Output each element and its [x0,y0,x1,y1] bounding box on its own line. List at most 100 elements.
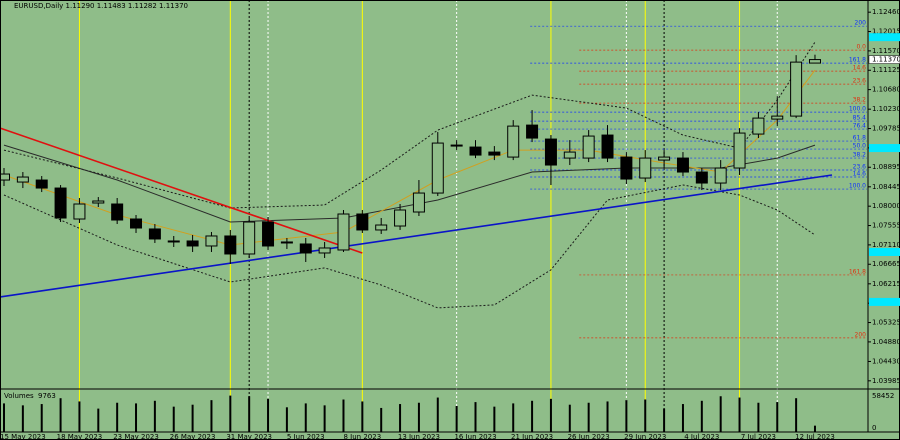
y-tick-label: 1.10680 [872,86,900,94]
x-tick-label: 23 May 2023 [113,433,159,440]
candle-body [771,115,784,120]
candle-body [205,235,218,247]
candle-body [620,156,633,180]
candle-body [243,221,256,255]
chart-title: EURUSD,Daily 1.11290 1.11483 1.11282 1.1… [14,2,188,10]
y-tick-label: 1.07110 [872,241,900,249]
fib-label: 85.4 [853,115,867,122]
candle-body [280,241,293,244]
trend-line [0,127,363,254]
candle-body [92,200,105,204]
x-tick-label: 12 Jul 2023 [795,433,835,440]
candle-body [224,235,237,255]
fib-label: 23.6 [853,78,867,85]
y-tick-label: 1.12015 [872,28,900,36]
candle-body [54,187,67,219]
volume-tick-label: 0 [872,424,876,432]
candle-body [148,228,161,240]
candle-body [35,179,48,189]
candle-body [507,125,520,158]
fib-label: 14.6 [853,171,867,178]
candle-body [394,209,407,227]
x-tick-label: 18 May 2023 [57,433,103,440]
x-tick-label: 16 Jun 2023 [454,433,496,440]
highlight-level [869,247,900,256]
y-tick-label: 1.04430 [872,357,900,365]
volume-title: Volumes [4,392,34,400]
y-tick-label: 1.04880 [872,338,900,346]
fib-label: 50.0 [853,143,867,150]
fib-label: 200 [855,331,867,338]
fib-label: 38.2 [853,97,867,104]
candle-body [167,240,180,243]
y-tick-label: 1.06215 [872,280,900,288]
y-tick-label: 1.08445 [872,183,900,191]
fib-label: 14.6 [853,65,867,72]
candle-body [526,124,539,139]
y-tick-label: 1.08895 [872,163,900,171]
x-tick-label: 8 Jun 2023 [344,433,382,440]
candle-body [356,213,369,231]
fib-label: 0.0 [856,44,866,51]
candle-body [130,218,143,229]
candle-body [375,224,388,231]
candle-body [676,157,689,173]
y-tick-label: 1.11125 [872,66,900,74]
main-layer [0,54,821,432]
highlight-level [869,297,900,306]
candle-body [0,173,10,181]
fib-label: 23.6 [853,164,867,171]
volume-tick-label: 58452 [872,392,894,400]
y-tick-label: 1.10230 [872,105,900,113]
x-tick-label: 26 Jun 2023 [568,433,610,440]
candle-body [714,167,727,184]
candle-body [299,243,312,254]
x-tick-label: 5 Jun 2023 [287,433,325,440]
indicator-line [3,144,816,223]
y-tick-label: 1.06665 [872,260,900,268]
y-tick-label: 1.03985 [872,377,900,385]
candle-body [262,221,275,247]
fib-label: 100.0 [849,106,866,113]
x-tick-label: 29 Jun 2023 [624,433,666,440]
candle-body [450,144,463,147]
volume-last: 9763 [38,392,56,400]
y-tick-label: 1.11570 [872,47,900,55]
fib-label: 76.4 [853,123,867,130]
candle-body [337,213,350,251]
y-tick-label: 1.07555 [872,222,900,230]
trend-line [0,174,833,298]
candle-body [808,59,821,64]
x-tick-label: 13 Jun 2023 [398,433,440,440]
fib-label: 200 [855,20,867,27]
candle-body [488,151,501,156]
fib-label: 61.8 [853,135,867,142]
candle-body [752,117,765,135]
highlight-level [869,33,900,42]
fib-label: 38.2 [853,152,867,159]
candle-body [733,132,746,169]
candle-body [582,135,595,159]
current-price-box [868,55,900,64]
candle-body [16,176,29,183]
y-tick-label: 1.05325 [872,319,900,327]
candle-body [111,203,124,221]
indicator-line [3,184,816,309]
candle-body [73,203,86,220]
highlight-level [869,144,900,153]
fib-label: 100.0 [849,183,866,190]
y-tick-label: 1.08000 [872,202,900,210]
x-tick-label: 26 May 2023 [170,433,216,440]
candle-body [544,138,557,166]
candle-body [469,146,482,156]
x-tick-label: 7 Jul 2023 [741,433,776,440]
candle-body [601,134,614,159]
x-tick-label: 15 May 2023 [0,433,46,440]
y-tick-label: 1.09785 [872,125,900,133]
fib-label: 161.8 [849,268,866,275]
y-tick-label: 1.12460 [872,8,900,16]
x-tick-label: 31 May 2023 [226,433,272,440]
current-price-label: 1.11370 [872,56,900,64]
